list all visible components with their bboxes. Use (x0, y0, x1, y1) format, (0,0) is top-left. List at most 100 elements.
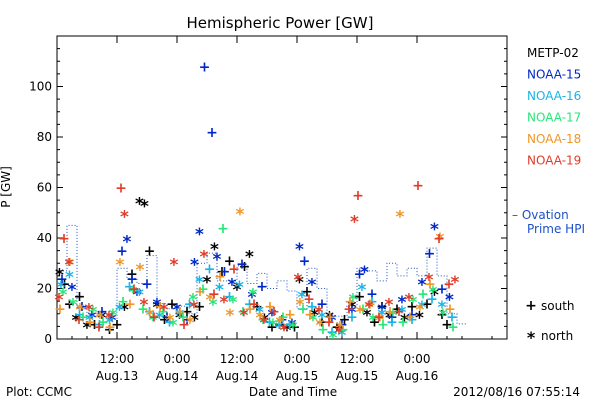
data-point: + (317, 322, 329, 338)
data-point: * (309, 311, 318, 331)
data-point: * (416, 301, 425, 321)
data-point: + (104, 322, 116, 338)
data-point: * (226, 306, 235, 326)
data-point: * (236, 205, 245, 225)
data-point: + (331, 319, 343, 335)
x-tick-label-time: 12:00 (100, 352, 135, 366)
data-point: * (363, 306, 372, 326)
data-point: * (170, 255, 179, 275)
data-point: + (343, 302, 355, 318)
data-point: * (308, 275, 317, 295)
data-point: * (140, 197, 149, 217)
data-point: + (369, 314, 381, 330)
data-point: + (384, 304, 396, 320)
data-point: * (451, 273, 460, 293)
data-point: + (424, 246, 436, 262)
data-point: + (144, 304, 156, 320)
data-point: * (65, 268, 74, 288)
data-point: + (74, 307, 86, 323)
data-point: * (89, 303, 98, 323)
y-tick-label: 60 (37, 181, 52, 195)
data-point: * (248, 288, 257, 308)
y-tick-label: 40 (37, 231, 52, 245)
data-point: + (159, 312, 171, 328)
data-point: + (89, 317, 101, 333)
legend-ovation: – Ovation (512, 208, 569, 222)
data-point: + (446, 309, 458, 325)
data-point: + (204, 261, 216, 277)
data-point: + (357, 302, 369, 318)
data-point: * (68, 281, 77, 301)
x-axis: 12:00 Aug.13 0:00 Aug.14 12:00 Aug.14 0:00 Aug.… (71, 36, 508, 383)
data-point: * (85, 301, 94, 321)
data-point: * (186, 313, 195, 333)
data-point: + (166, 297, 178, 313)
data-point: * (328, 311, 337, 331)
y-tick-label: 100 (29, 80, 52, 94)
data-point: + (366, 294, 378, 310)
data-point: * (425, 270, 434, 290)
data-point: + (303, 292, 315, 308)
data-point: * (260, 313, 269, 333)
legend-ovation: Prime HPI (527, 222, 585, 236)
data-point: * (195, 225, 204, 245)
footer-plot-source: Plot: CCMC (6, 385, 72, 399)
marker-legend-symbol: + (525, 298, 537, 314)
data-point: * (439, 306, 448, 326)
data-point: + (366, 287, 378, 303)
data-point: + (406, 307, 418, 323)
data-point: + (339, 312, 351, 328)
data-point: * (72, 311, 81, 331)
data-point: * (215, 281, 224, 301)
data-point: * (123, 233, 132, 253)
data-point: + (264, 314, 276, 330)
data-point: * (280, 321, 289, 341)
data-point: + (181, 312, 193, 328)
data-point: + (299, 254, 311, 270)
data-point: + (64, 297, 76, 313)
x-tick-label-date: Aug.15 (276, 369, 319, 383)
data-point: * (240, 306, 249, 326)
data-point: + (444, 302, 456, 318)
data-point: * (235, 278, 244, 298)
data-point: * (294, 270, 303, 290)
data-point: + (217, 221, 229, 237)
data-point: * (213, 250, 222, 270)
legend: METP-02 NOAA-15 NOAA-16 NOAA-17 NOAA-18 NOAA-… (512, 46, 585, 347)
data-point: + (266, 319, 278, 335)
data-point: + (336, 317, 348, 333)
data-point: + (208, 287, 220, 303)
data-point: * (245, 248, 254, 268)
data-point: + (354, 289, 366, 305)
data-point: + (197, 282, 209, 298)
data-point: + (386, 309, 398, 325)
data-point: * (349, 291, 358, 311)
marker-legend-symbol: * (527, 328, 536, 347)
data-point: * (203, 273, 212, 293)
x-tick-label-time: 12:00 (340, 352, 375, 366)
data-point: + (97, 314, 109, 330)
data-point: + (256, 279, 268, 295)
data-point: + (316, 297, 328, 313)
y-tick-label: 80 (37, 130, 52, 144)
data-point: + (277, 309, 289, 325)
data-point: + (115, 181, 127, 197)
data-point: * (69, 296, 78, 316)
data-point: + (177, 309, 189, 325)
data-point: + (346, 309, 358, 325)
x-tick-label-time: 0:00 (404, 352, 431, 366)
y-axis: 0 20 40 60 80 100 (29, 48, 507, 346)
data-point: + (421, 297, 433, 313)
data-point: + (412, 178, 424, 194)
data-point: * (146, 306, 155, 326)
data-point: * (120, 301, 129, 321)
data-point: + (284, 307, 296, 323)
data-point: * (129, 283, 138, 303)
ovation-hpi-line (57, 224, 467, 325)
data-point: + (436, 282, 448, 298)
data-point: + (137, 302, 149, 318)
data-point: + (424, 276, 436, 292)
data-point: * (336, 318, 345, 338)
data-point: * (400, 311, 409, 331)
